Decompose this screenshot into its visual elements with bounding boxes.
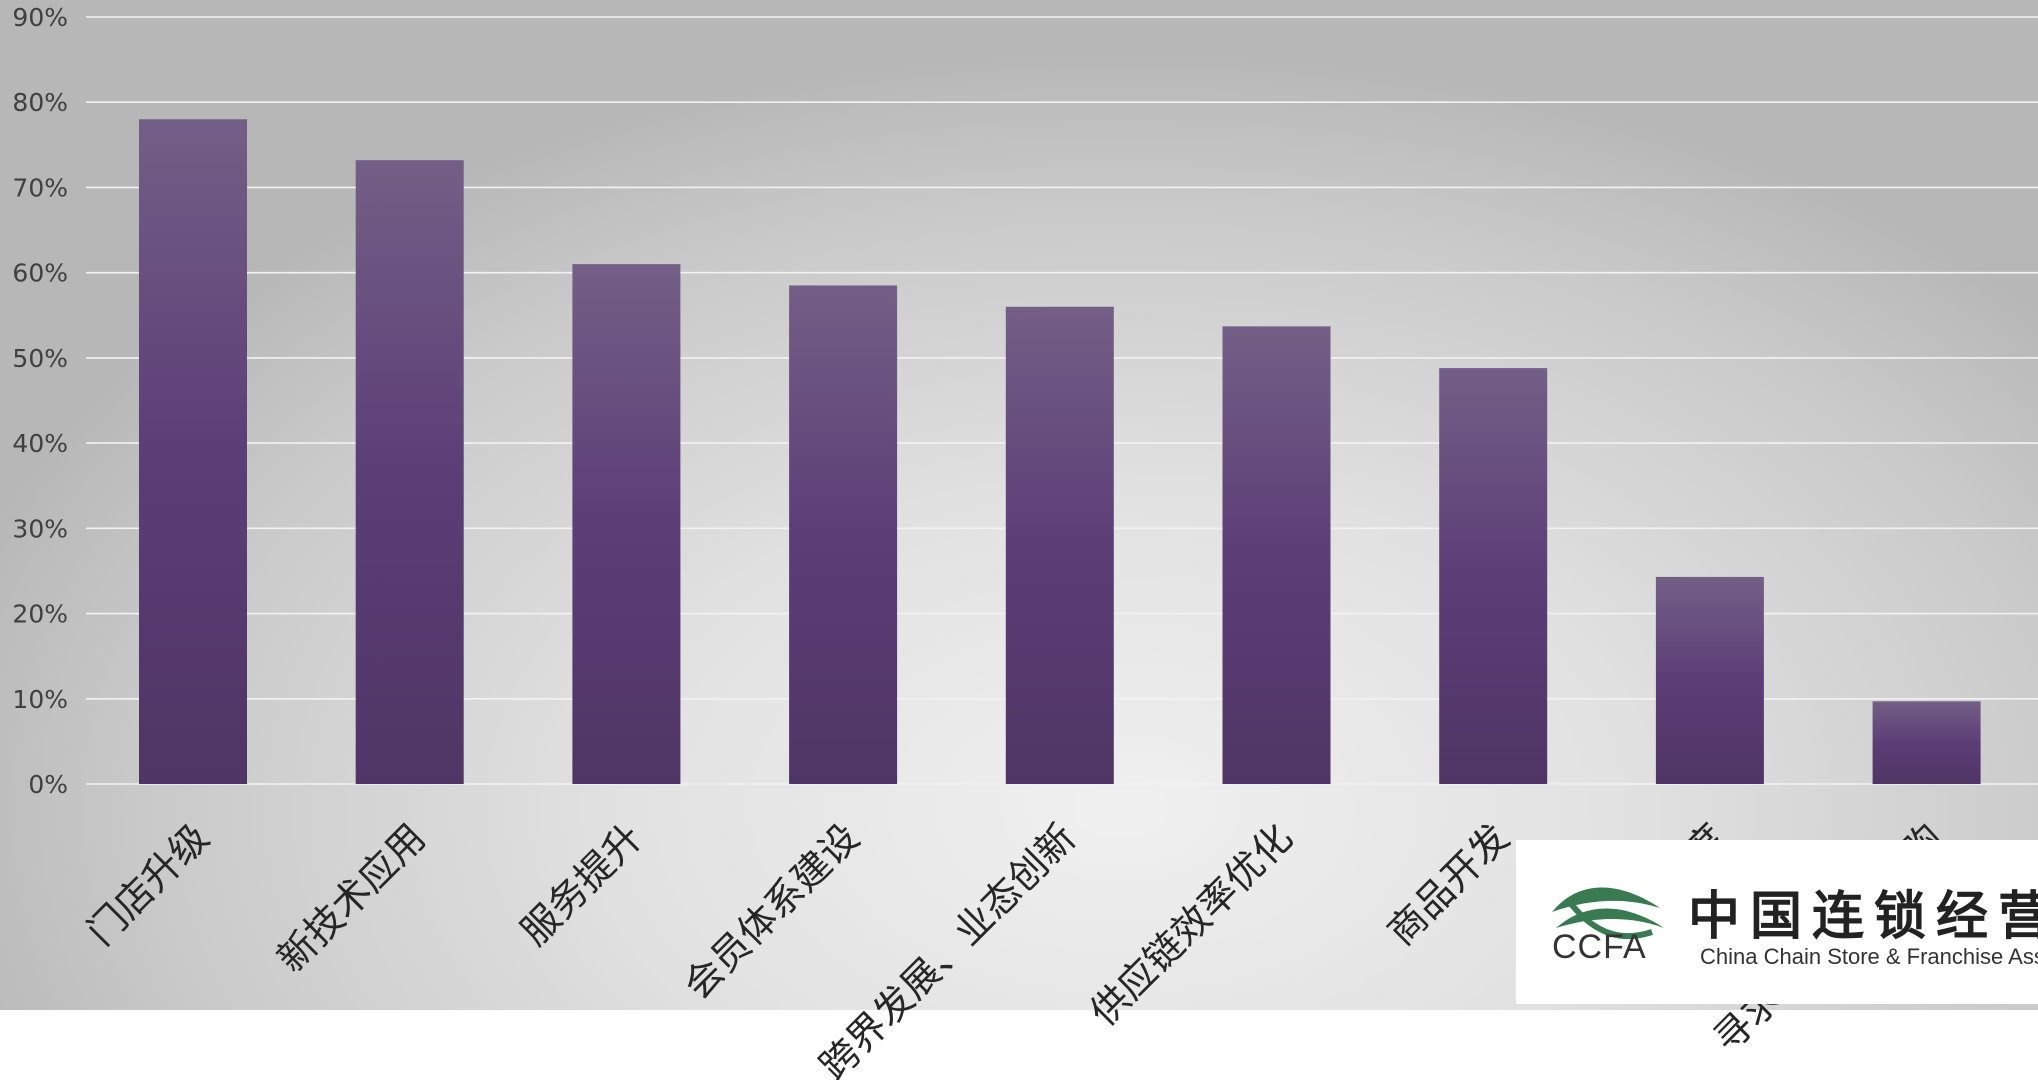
x-category-label: 会员体系建设 [675,815,867,1007]
y-tick-label: 40% [12,429,68,458]
y-tick-label: 90% [12,3,68,32]
y-tick-label: 20% [12,600,68,629]
y-tick-label: 80% [12,88,68,117]
bar [1005,306,1114,784]
ccfa-logo: CCFA 中国连锁经营协会 China Chain Store & Franch… [1516,840,2038,1004]
y-tick-label: 30% [12,514,68,543]
bar [1222,326,1331,784]
bar [1655,576,1764,784]
bar [572,264,681,785]
y-tick-label: 10% [12,685,68,714]
logo-abbreviation: CCFA [1552,928,1647,966]
y-tick-label: 0% [28,770,68,799]
bars [139,119,1981,785]
x-category-label: 供应链效率优化 [1082,815,1301,1034]
y-tick-label: 60% [12,259,68,288]
bar [1872,701,1981,784]
ccfa-logo-mark-icon [1552,887,1664,940]
logo-chinese-name: 中国连锁经营协会 [1688,886,2038,947]
y-axis-ticks: 0% 10% 20% 30% 40% 50% 60% 70% 80% 90% [12,3,68,799]
x-category-label: 新技术应用 [269,815,434,980]
logo-english-name: China Chain Store & Franchise Associatio… [1700,944,2038,969]
bar [789,285,898,784]
x-category-label: 商品开发 [1379,815,1518,954]
y-tick-label: 70% [12,173,68,202]
bar [1439,368,1548,784]
bar [355,160,464,784]
y-tick-label: 50% [12,344,68,373]
x-category-label: 服务提升 [512,815,651,954]
x-category-label: 门店升级 [79,815,218,954]
bar [139,119,247,785]
